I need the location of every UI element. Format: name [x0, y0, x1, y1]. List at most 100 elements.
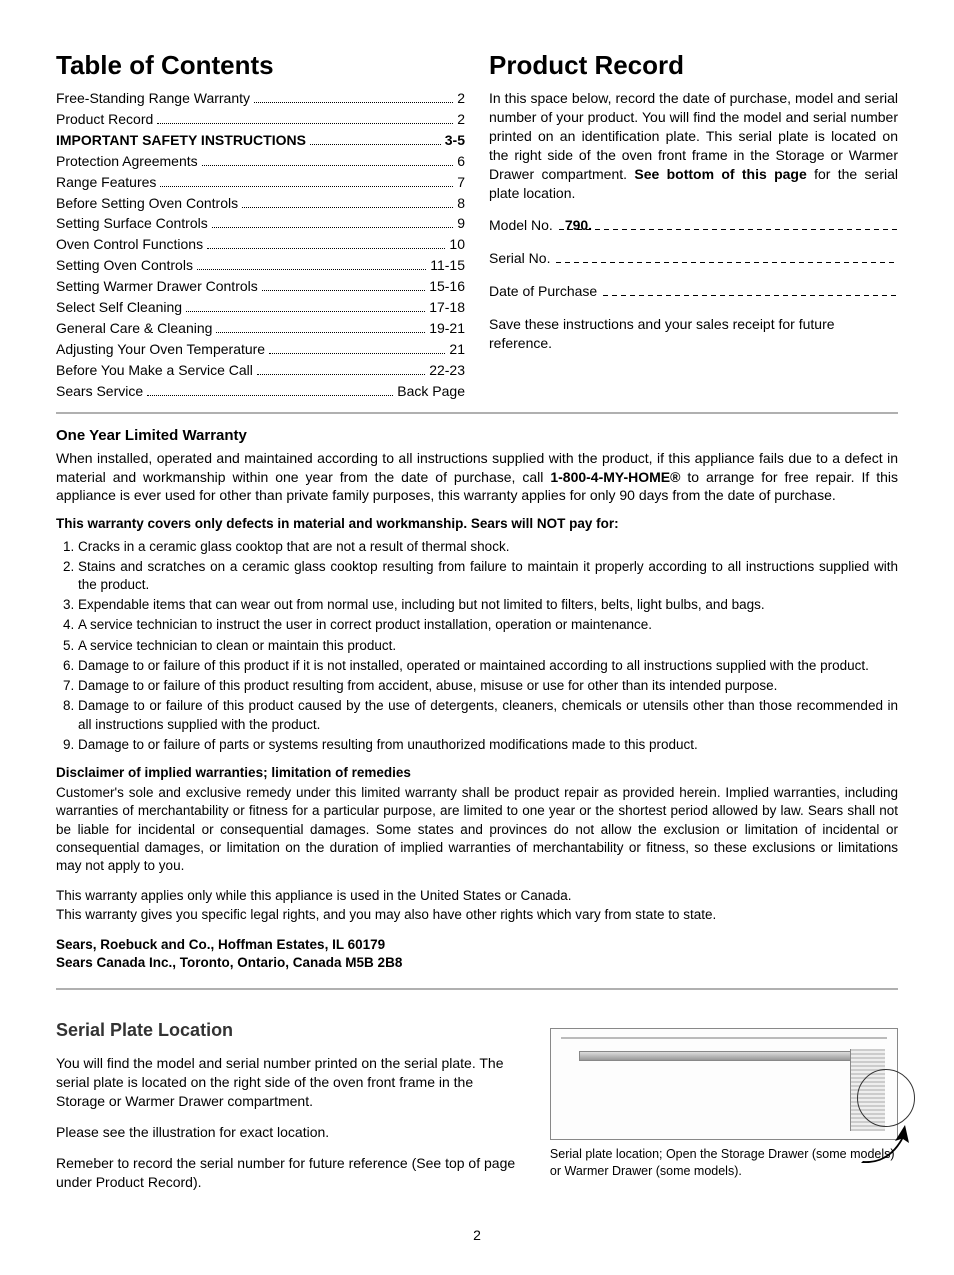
toc-label: Setting Surface Controls: [56, 214, 208, 233]
sears-address-2: Sears Canada Inc., Toronto, Ontario, Can…: [56, 954, 898, 972]
product-record-heading: Product Record: [489, 48, 898, 83]
warranty-applies-2: This warranty gives you specific legal r…: [56, 906, 898, 924]
toc-label: Setting Warmer Drawer Controls: [56, 277, 258, 296]
serial-plate-text: Serial Plate Location You will find the …: [56, 1010, 526, 1204]
toc-dots: [242, 207, 453, 208]
intro-text-b: See bottom of this page: [634, 166, 806, 182]
toc-row: Before You Make a Service Call 22-23: [56, 361, 465, 380]
magnifier-circle-icon: [857, 1069, 915, 1127]
toc-label: Select Self Cleaning: [56, 298, 182, 317]
product-record-column: Product Record In this space below, reco…: [489, 48, 898, 402]
serial-p1: You will find the model and serial numbe…: [56, 1054, 526, 1111]
date-value[interactable]: [603, 282, 898, 296]
warranty-heading: One Year Limited Warranty: [56, 426, 898, 446]
exclusion-item: Cracks in a ceramic glass cooktop that a…: [78, 538, 898, 556]
model-no-label: Model No.: [489, 216, 553, 235]
toc-dots: [212, 227, 453, 228]
page-number: 2: [56, 1226, 898, 1245]
exclusion-item: Damage to or failure of parts or systems…: [78, 736, 898, 754]
toc-row: Setting Oven Controls 11-15: [56, 256, 465, 275]
serial-no-value[interactable]: [556, 249, 898, 263]
toc-row: Adjusting Your Oven Temperature21: [56, 340, 465, 359]
toc-label: Before You Make a Service Call: [56, 361, 253, 380]
warranty-p1: When installed, operated and maintained …: [56, 449, 898, 506]
toc-dots: [262, 290, 425, 291]
toc-page: 15-16: [429, 277, 465, 296]
toc-row: Product Record 2: [56, 110, 465, 129]
disclaimer-heading: Disclaimer of implied warranties; limita…: [56, 764, 898, 782]
serial-plate-section: Serial Plate Location You will find the …: [56, 1010, 898, 1204]
serial-no-label: Serial No.: [489, 249, 550, 268]
divider-top: [56, 412, 898, 414]
toc-label: Product Record: [56, 110, 153, 129]
exclusion-item: Stains and scratches on a ceramic glass …: [78, 558, 898, 594]
sears-address-1: Sears, Roebuck and Co., Hoffman Estates,…: [56, 936, 898, 954]
toc-page: 21: [449, 340, 465, 359]
top-columns: Table of Contents Free-Standing Range Wa…: [56, 48, 898, 402]
toc-list: Free-Standing Range Warranty2Product Rec…: [56, 89, 465, 400]
toc-row: Protection Agreements 6: [56, 152, 465, 171]
toc-dots: [207, 248, 445, 249]
toc-page: 6: [457, 152, 465, 171]
toc-row: Select Self Cleaning 17-18: [56, 298, 465, 317]
toc-dots: [157, 123, 453, 124]
toc-row: Setting Surface Controls 9: [56, 214, 465, 233]
serial-plate-figure: Serial plate location; Open the Storage …: [550, 1010, 898, 1180]
toc-row: Before Setting Oven Controls 8: [56, 194, 465, 213]
exclusion-item: A service technician to instruct the use…: [78, 616, 898, 634]
toc-row: General Care & Cleaning 19-21: [56, 319, 465, 338]
toc-row: IMPORTANT SAFETY INSTRUCTIONS 3-5: [56, 131, 465, 150]
toc-page: 8: [457, 194, 465, 213]
exclusion-item: A service technician to clean or maintai…: [78, 637, 898, 655]
toc-label: Protection Agreements: [56, 152, 198, 171]
toc-page: 2: [457, 110, 465, 129]
toc-page: 7: [457, 173, 465, 192]
date-label: Date of Purchase: [489, 282, 597, 301]
toc-page: 2: [457, 89, 465, 108]
toc-page: 11-15: [430, 256, 465, 275]
toc-dots: [269, 353, 445, 354]
toc-label: Sears Service: [56, 382, 143, 401]
toc-label: IMPORTANT SAFETY INSTRUCTIONS: [56, 131, 306, 150]
model-no-row: Model No. 790.: [489, 216, 898, 235]
serial-p3: Remeber to record the serial number for …: [56, 1154, 526, 1192]
toc-page: 9: [457, 214, 465, 233]
toc-label: General Care & Cleaning: [56, 319, 212, 338]
toc-page: 17-18: [429, 298, 465, 317]
exclusions-list: Cracks in a ceramic glass cooktop that a…: [56, 538, 898, 754]
toc-row: Sears Service Back Page: [56, 382, 465, 401]
figure-caption: Serial plate location; Open the Storage …: [550, 1146, 898, 1180]
warranty-section: One Year Limited Warranty When installed…: [56, 426, 898, 972]
save-instructions: Save these instructions and your sales r…: [489, 315, 898, 353]
serial-no-row: Serial No.: [489, 249, 898, 268]
toc-dots: [257, 374, 425, 375]
exclusion-item: Damage to or failure of this product res…: [78, 677, 898, 695]
drawer-illustration: [550, 1028, 898, 1140]
toc-page: 19-21: [429, 319, 465, 338]
toc-page: 10: [449, 235, 465, 254]
toc-row: Oven Control Functions 10: [56, 235, 465, 254]
toc-dots: [147, 395, 393, 396]
model-no-value[interactable]: 790.: [559, 216, 898, 230]
toc-label: Setting Oven Controls: [56, 256, 193, 275]
toc-label: Oven Control Functions: [56, 235, 203, 254]
not-pay-heading: This warranty covers only defects in mat…: [56, 515, 898, 533]
toc-page: Back Page: [397, 382, 465, 401]
toc-dots: [310, 144, 441, 145]
toc-dots: [160, 186, 453, 187]
serial-plate-heading: Serial Plate Location: [56, 1018, 526, 1042]
toc-page: 3-5: [445, 131, 465, 150]
toc-heading: Table of Contents: [56, 48, 465, 83]
date-row: Date of Purchase: [489, 282, 898, 301]
toc-dots: [186, 311, 425, 312]
toc-row: Free-Standing Range Warranty 2: [56, 89, 465, 108]
exclusion-item: Damage to or failure of this product if …: [78, 657, 898, 675]
toc-dots: [254, 102, 453, 103]
toc-page: 22-23: [429, 361, 465, 380]
toc-label: Before Setting Oven Controls: [56, 194, 238, 213]
toc-column: Table of Contents Free-Standing Range Wa…: [56, 48, 465, 402]
exclusion-item: Damage to or failure of this product cau…: [78, 697, 898, 733]
exclusion-item: Expendable items that can wear out from …: [78, 596, 898, 614]
toc-label: Free-Standing Range Warranty: [56, 89, 250, 108]
warranty-phone: 1-800-4-MY-HOME®: [550, 469, 680, 485]
